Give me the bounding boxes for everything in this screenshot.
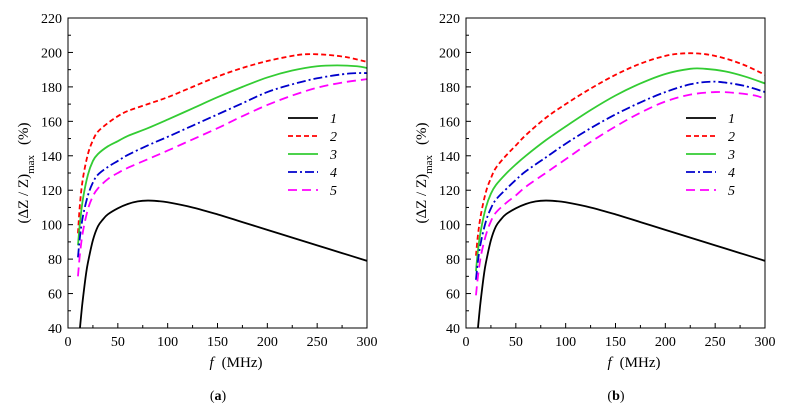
legend-entry-5: 5 [686,184,735,199]
y-tick-label: 200 [41,46,62,61]
x-tick-label: 50 [509,335,523,350]
series-line-3 [475,67,765,272]
x-axis-label: f (MHz) [210,355,263,371]
series-line-1 [477,199,765,328]
series-line-1 [79,199,367,328]
plot-frame [465,17,766,329]
y-tick-label: 160 [439,115,460,130]
y-axis-quantity: (ΔZ / Z) [16,174,32,224]
series-group [475,52,765,328]
series-line-4 [77,72,367,258]
legend-entry-2: 2 [288,130,337,145]
x-tick-label: 100 [157,335,178,350]
y-tick-label: 40 [48,322,62,337]
legend-label-3: 3 [727,148,735,163]
legend-entry-4: 4 [686,166,735,181]
x-tick-label: 50 [111,335,125,350]
y-tick-label: 220 [439,12,460,27]
y-tick-label: 120 [439,184,460,199]
x-tick-label: 200 [257,335,278,350]
x-axis-variable: f [608,355,614,371]
y-tick-label: 80 [446,253,460,268]
legend: 1 2 3 4 5 [686,112,735,199]
x-axis-unit: (MHz) [222,355,263,371]
series-line-2 [77,53,367,234]
y-tick-label: 200 [439,46,460,61]
y-tick-label: 40 [446,322,460,337]
legend-entry-1: 1 [686,112,735,127]
y-axis: 40 60 80 100 120 140 160 180 200 220 [439,12,471,337]
legend-entry-3: 3 [288,148,337,163]
legend-label-2: 2 [728,130,735,145]
y-tick-label: 60 [48,288,62,303]
legend-entry-1: 1 [288,112,337,127]
legend-entry-5: 5 [288,184,337,199]
x-tick-label: 150 [207,335,228,350]
plot-frame [67,17,368,329]
legend-label-2: 2 [330,130,337,145]
x-axis-unit: (MHz) [620,355,661,371]
series-line-4 [475,80,765,280]
caption-open: ( [607,389,612,404]
y-tick-label: 60 [446,288,460,303]
legend-label-1: 1 [330,112,337,127]
x-axis: 0 50 100 150 200 250 300 [65,323,378,350]
y-axis-unit: (%) [414,122,430,145]
y-tick-label: 140 [41,150,62,165]
x-tick-label: 250 [705,335,726,350]
legend-label-1: 1 [728,112,735,127]
series-line-3 [77,64,367,246]
panel-caption: (b) [607,389,624,404]
series-line-5 [475,91,765,296]
y-tick-label: 180 [439,81,460,96]
legend-entry-3: 3 [686,148,735,163]
x-axis-variable: f [210,355,216,371]
x-axis: 0 50 100 150 200 250 300 [463,323,776,350]
y-tick-label: 180 [41,81,62,96]
caption-letter: b [612,389,620,404]
legend: 1 2 3 4 5 [288,112,337,199]
x-axis-label: f (MHz) [608,355,661,371]
panel-caption: (a) [210,389,227,404]
legend-label-3: 3 [329,148,337,163]
legend-entry-2: 2 [686,130,735,145]
y-axis-label: (ΔZ / Z)max (%) [16,122,37,223]
legend-entry-4: 4 [288,166,337,181]
panel-a: 0 50 100 150 200 250 300 40 60 80 100 120 140 160 180 2… [16,12,378,404]
x-tick-label: 250 [307,335,328,350]
x-tick-label: 300 [755,335,776,350]
legend-label-5: 5 [330,184,337,199]
y-axis-unit: (%) [16,122,32,145]
caption-close: ) [620,389,625,404]
caption-close: ) [222,389,227,404]
legend-label-5: 5 [728,184,735,199]
y-tick-label: 220 [41,12,62,27]
y-axis-subscript: max [423,154,435,173]
x-tick-label: 200 [655,335,676,350]
y-axis-quantity: (ΔZ / Z) [414,174,430,224]
x-tick-label: 0 [463,335,470,350]
y-tick-label: 120 [41,184,62,199]
y-axis: 40 60 80 100 120 140 160 180 200 220 [41,12,73,337]
x-tick-label: 150 [605,335,626,350]
legend-label-4: 4 [330,166,337,181]
y-tick-label: 100 [439,219,460,234]
x-tick-label: 100 [555,335,576,350]
legend-label-4: 4 [728,166,735,181]
y-tick-label: 140 [439,150,460,165]
y-axis-subscript: max [25,154,37,173]
y-tick-label: 160 [41,115,62,130]
x-tick-label: 0 [65,335,72,350]
caption-open: ( [210,389,215,404]
y-tick-label: 100 [41,219,62,234]
x-tick-label: 300 [357,335,378,350]
series-group [77,53,367,328]
series-line-2 [475,52,765,256]
y-axis-label: (ΔZ / Z)max (%) [414,122,435,223]
y-tick-label: 80 [48,253,62,268]
caption-letter: a [215,389,222,404]
panel-b: 0 50 100 150 200 250 300 40 60 80 100 120 140 160 180 2… [414,12,776,404]
